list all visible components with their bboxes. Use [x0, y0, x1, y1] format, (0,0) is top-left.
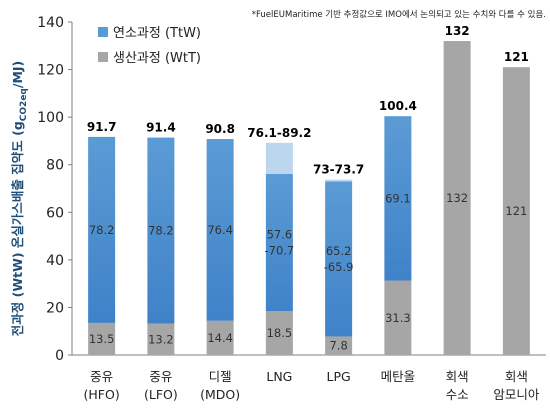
category-label: 암모니아 [493, 387, 540, 402]
category-label: 중유 [90, 369, 113, 384]
bar-wtt [443, 41, 471, 356]
total-value-label: 90.8 [205, 122, 235, 136]
bar-wtt [384, 280, 412, 355]
wtt-value-label: 13.5 [89, 332, 115, 346]
bar-ttw-range [265, 142, 293, 174]
category-label: 디젤 [209, 369, 232, 384]
y-tick-label: 80 [46, 158, 64, 174]
ttw-value-label: 78.2 [89, 223, 115, 237]
bar-ttw [147, 137, 175, 324]
category-label: (HFO) [84, 387, 120, 402]
bar-wtt [265, 310, 293, 355]
bar-ttw [206, 139, 234, 321]
ttw-value-label: 65.2 [326, 244, 352, 258]
category-label: LPG [327, 369, 351, 384]
bar-wtt [206, 320, 234, 355]
bar-wtt [502, 67, 530, 355]
total-value-label: 121 [504, 50, 529, 64]
legend-swatch-wtt [98, 52, 108, 62]
ttw-value-label: -70.7 [264, 243, 294, 257]
category-label: 메탄올 [381, 369, 416, 384]
ttw-value-label: 78.2 [148, 224, 174, 238]
bar-wtt [88, 322, 116, 355]
total-value-label: 73-73.7 [313, 163, 364, 177]
y-axis-label: 전과정 (WtW) 온실가스배출 집약도 (gCO2eq/MJ) [10, 61, 29, 337]
wtt-value-label: 14.4 [207, 331, 233, 345]
category-label: (MDO) [200, 387, 240, 402]
category-label: 회색 [446, 369, 469, 384]
footnote: *FuelEUMaritime 기반 추정값으로 IMO에서 논의되고 있는 수… [252, 9, 546, 20]
category-label: 수소 [446, 387, 469, 402]
ttw-value-label: 57.6 [267, 227, 293, 241]
category-label: 중유 [149, 369, 172, 384]
total-value-label: 100.4 [379, 99, 417, 113]
y-tick-label: 140 [37, 15, 64, 31]
y-tick-label: 120 [37, 63, 64, 79]
legend-swatch-ttw [98, 27, 108, 37]
y-tick-label: 100 [37, 110, 64, 126]
legend-label-wtt: 생산과정 (WtT) [113, 51, 201, 66]
total-value-label: 91.7 [87, 120, 117, 134]
bar-ttw [265, 173, 293, 311]
bar-wtt [147, 323, 175, 355]
wtt-value-label: 7.8 [329, 339, 347, 353]
bar-ttw [325, 181, 353, 337]
bar-ttw [88, 136, 116, 323]
bar-ttw-range [325, 179, 353, 182]
bar-wtt [325, 336, 353, 355]
ttw-value-label: -65.9 [324, 260, 354, 274]
bar-ttw [384, 116, 412, 281]
wtt-value-label: 132 [446, 191, 468, 205]
y-tick-label: 40 [46, 253, 64, 269]
total-value-label: 91.4 [146, 121, 176, 135]
total-value-label: 76.1-89.2 [247, 126, 311, 140]
category-label: LNG [266, 369, 292, 384]
wtt-value-label: 13.2 [148, 332, 174, 346]
total-value-label: 132 [445, 24, 470, 38]
category-label: 회색 [505, 369, 528, 384]
y-tick-label: 20 [46, 300, 64, 316]
wtt-value-label: 121 [505, 204, 527, 218]
y-tick-label: 0 [55, 348, 64, 364]
ttw-value-label: 69.1 [385, 191, 411, 205]
wtt-value-label: 31.3 [385, 311, 411, 325]
category-label: (LFO) [144, 387, 178, 402]
ttw-value-label: 76.4 [207, 223, 233, 237]
legend-label-ttw: 연소과정 (TtW) [113, 26, 201, 41]
wtt-value-label: 18.5 [267, 326, 293, 340]
y-tick-label: 60 [46, 205, 64, 221]
